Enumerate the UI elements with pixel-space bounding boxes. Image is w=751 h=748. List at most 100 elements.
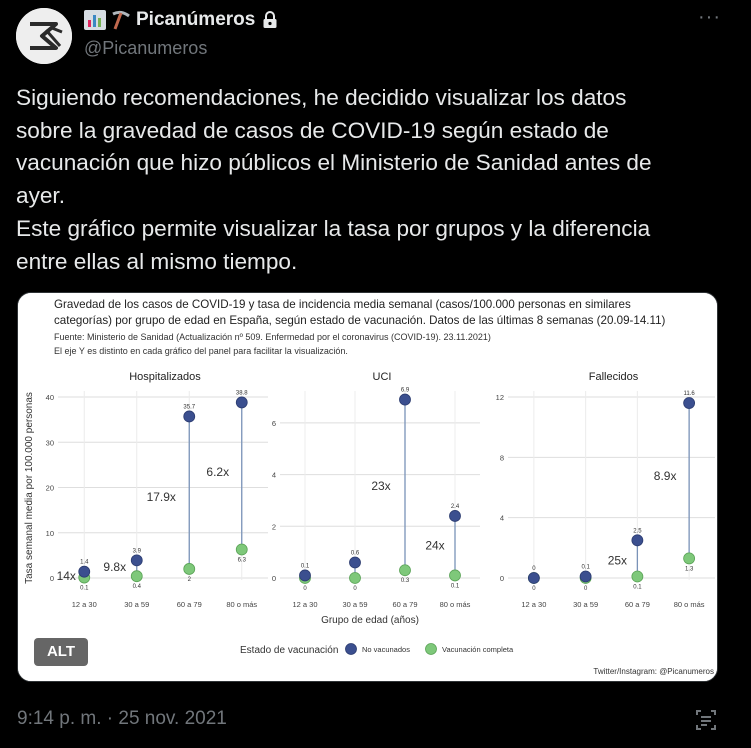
point-unvaccinated [399, 393, 411, 406]
y-tick-label: 4 [272, 471, 276, 480]
more-options-icon[interactable]: ··· [698, 6, 721, 28]
point-vaccinated [349, 572, 361, 584]
ratio-label: 14x [57, 569, 76, 583]
tweet-line: ayer. [16, 183, 65, 209]
legend-marker-unvaccinated [345, 643, 357, 655]
data-label-vaccinated: 0 [584, 586, 588, 592]
data-label-unvaccinated: 3.9 [133, 548, 142, 554]
y-tick-label: 0 [272, 574, 276, 583]
chart-source-line2: El eje Y es distinto en cada gráfico del… [54, 346, 348, 356]
legend-label-vaccinated: Vacunación completa [442, 645, 514, 654]
account-name-row: Picanúmeros [84, 9, 278, 31]
x-tick-label: 30 a 59 [573, 600, 598, 609]
data-label-vaccinated: 0 [353, 586, 357, 592]
chart-source-line1: Fuente: Ministerio de Sanidad (Actualiza… [54, 332, 491, 342]
tweet-line: Este gráfico permite visualizar la tasa … [16, 215, 651, 241]
y-tick-label: 6 [272, 419, 276, 428]
x-tick-label: 60 a 79 [177, 600, 202, 609]
point-vaccinated [130, 570, 143, 583]
data-label-vaccinated: 0.1 [80, 586, 89, 592]
data-label-vaccinated: 0 [303, 586, 307, 592]
panel-title: Hospitalizados [129, 371, 201, 383]
ratio-label: 17.9x [147, 490, 176, 504]
x-tick-label: 12 a 30 [72, 600, 97, 609]
point-unvaccinated [78, 565, 91, 578]
data-label-unvaccinated: 0.1 [301, 563, 310, 569]
y-tick-label: 30 [46, 438, 54, 447]
data-label-vaccinated: 0 [532, 586, 536, 592]
x-tick-label: 80 o más [674, 600, 705, 609]
point-vaccinated [449, 569, 461, 582]
data-label-unvaccinated: 35.7 [183, 404, 195, 410]
chart-y-axis-label: Tasa semanal media por 100.000 personas [24, 392, 35, 584]
data-label-unvaccinated: 38.8 [236, 390, 248, 396]
y-tick-label: 2 [272, 522, 276, 531]
account-handle[interactable]: @Picanumeros [84, 38, 208, 58]
x-tick-label: 30 a 59 [124, 600, 149, 609]
data-label-vaccinated: 0.1 [451, 583, 460, 589]
text-recognition-icon[interactable] [694, 708, 718, 732]
chart-credit: Twitter/Instagram: @Picanumeros [593, 667, 714, 676]
ratio-label: 9.8x [103, 560, 126, 574]
point-unvaccinated [349, 556, 361, 569]
y-tick-label: 10 [46, 529, 54, 538]
tweet-timestamp[interactable]: 9:14 p. m. · 25 nov. 2021 [17, 708, 227, 729]
point-unvaccinated [449, 510, 461, 522]
tweet-media-image[interactable]: Gravedad de los casos de COVID-19 y tasa… [17, 292, 718, 682]
point-vaccinated [631, 570, 644, 583]
y-tick-label: 8 [500, 453, 504, 462]
point-unvaccinated [631, 534, 644, 547]
lock-icon [262, 11, 278, 29]
point-unvaccinated [579, 570, 592, 583]
data-label-unvaccinated: 1.4 [80, 560, 89, 566]
chart-title-line1: Gravedad de los casos de COVID-19 y tasa… [54, 298, 631, 311]
point-vaccinated [183, 563, 196, 575]
x-tick-label: 12 a 30 [521, 600, 546, 609]
data-label-vaccinated: 6.3 [238, 557, 247, 563]
avatar[interactable] [16, 8, 72, 64]
tweet-line: entre ellas al mismo tiempo. [16, 248, 298, 274]
point-vaccinated [683, 552, 696, 565]
point-unvaccinated [683, 397, 696, 409]
pick-icon [110, 10, 132, 30]
data-label-vaccinated: 1.3 [685, 566, 694, 572]
data-label-vaccinated: 2 [188, 577, 192, 583]
data-label-unvaccinated: 0.1 [581, 564, 590, 570]
data-label-unvaccinated: 2.5 [633, 528, 642, 534]
data-label-unvaccinated: 2.4 [451, 504, 460, 510]
data-label-unvaccinated: 0 [532, 566, 536, 572]
x-tick-label: 80 o más [440, 600, 471, 609]
panel-title: Fallecidos [589, 371, 639, 383]
data-label-vaccinated: 0.4 [133, 584, 142, 590]
point-vaccinated [235, 543, 248, 556]
display-name[interactable]: Picanúmeros [136, 9, 256, 30]
tweet-text: Siguiendo recomendaciones, he decidido v… [16, 82, 731, 278]
ratio-label: 6.2x [206, 465, 229, 479]
tweet-line: Siguiendo recomendaciones, he decidido v… [16, 85, 627, 110]
point-unvaccinated [183, 410, 196, 423]
legend-label-unvaccinated: No vacunados [362, 645, 410, 654]
bar-chart-icon [84, 10, 106, 30]
point-unvaccinated [527, 572, 540, 584]
tweet-line: vacunación que hizo públicos el Minister… [16, 150, 652, 176]
ratio-label: 23x [371, 479, 390, 493]
x-tick-label: 30 a 59 [342, 600, 367, 609]
y-tick-label: 20 [46, 484, 54, 493]
y-tick-label: 4 [500, 514, 504, 523]
y-tick-label: 40 [46, 393, 54, 402]
data-label-unvaccinated: 6.9 [401, 388, 410, 394]
chart-x-axis-label: Grupo de edad (años) [321, 615, 419, 626]
alt-text-button[interactable]: ALT [34, 638, 88, 666]
point-vaccinated [399, 564, 411, 577]
y-tick-label: 0 [50, 574, 54, 583]
ratio-label: 8.9x [654, 469, 677, 483]
point-unvaccinated [299, 569, 311, 582]
ratio-label: 24x [425, 539, 444, 553]
data-label-unvaccinated: 11.6 [684, 391, 696, 397]
y-tick-label: 12 [496, 393, 504, 402]
panel-title: UCI [373, 371, 392, 383]
point-unvaccinated [130, 554, 143, 567]
x-tick-label: 12 a 30 [292, 600, 317, 609]
chart-title-line2: categorías) por grupo de edad en España,… [54, 314, 666, 327]
legend-title: Estado de vacunación [240, 645, 338, 656]
